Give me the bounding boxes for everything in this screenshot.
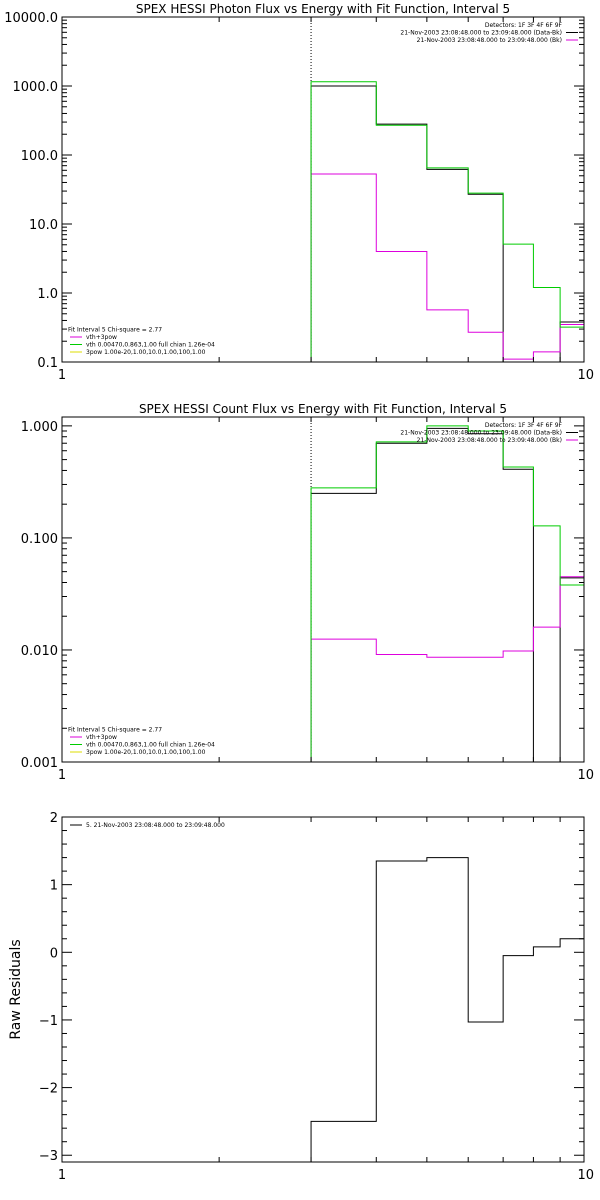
legend_bottom-entry: vth+3pow: [86, 334, 117, 341]
series-line-Bk: [310, 576, 584, 762]
legend_top-entry: 21-Nov-2003 23:08:48.000 to 23:09:48.000…: [417, 37, 562, 44]
chart-panel-2: SPEX HESSI Count Flux vs Energy with Fit…: [21, 402, 594, 783]
y-tick-label: 10000.0: [4, 11, 58, 26]
legend_top-entry: 21-Nov-2003 23:08:48.000 to 23:09:48.000…: [400, 430, 562, 437]
y-tick-label: 1.000: [21, 420, 58, 435]
series-line-Data-Bk: [310, 427, 584, 763]
x-tick-label: 10: [577, 768, 594, 783]
legend_top-entry: 5. 21-Nov-2003 23:08:48.000 to 23:09:48.…: [86, 822, 225, 829]
legend_bottom-entry: 3pow 1.00e-20,1.00,10.0,1.00,100,1.00: [86, 349, 206, 356]
y-tick-label: 1000.0: [13, 80, 59, 95]
series-line-vth+3pow: [310, 425, 584, 762]
series-line-Bk: [310, 173, 584, 362]
plot-frame: [61, 816, 585, 1163]
chart-title: SPEX HESSI Count Flux vs Energy with Fit…: [139, 402, 507, 416]
legend_bottom-entry: vth+3pow: [86, 734, 117, 741]
x-tick-label: 1: [58, 768, 66, 783]
legend_bottom-entry: Fit Interval 5 Chi-square = 2.77: [68, 327, 162, 334]
plot-frame: [61, 16, 585, 363]
legend_bottom-entry: 3pow 1.00e-20,1.00,10.0,1.00,100,1.00: [86, 749, 206, 756]
y-tick-label: 0.1: [37, 356, 58, 371]
x-tick-label: 1: [58, 368, 66, 383]
series-line-vth+3pow: [310, 81, 584, 362]
y-tick-label: −2: [39, 1082, 58, 1097]
legend_top-entry: Detectors: 1F 3F 4F 6F 9F: [485, 22, 563, 29]
y-tick-label: 1: [50, 879, 58, 894]
y-tick-label: −1: [39, 1014, 58, 1029]
y-tick-label: 1.0: [37, 287, 58, 302]
y-axis-label: Raw Residuals: [8, 939, 24, 1039]
legend_top-entry: Detectors: 1F 3F 4F 6F 9F: [485, 422, 563, 429]
x-tick-label: 10: [577, 1168, 594, 1183]
chart-panel-1: SPEX HESSI Photon Flux vs Energy with Fi…: [4, 2, 594, 383]
y-tick-label: 0.100: [21, 532, 58, 547]
y-tick-label: 100.0: [21, 149, 58, 164]
y-tick-label: 0.010: [21, 644, 58, 659]
x-tick-label: 1: [58, 1168, 66, 1183]
legend_top-entry: 21-Nov-2003 23:08:48.000 to 23:09:48.000…: [400, 30, 562, 37]
legend_bottom-entry: vth 0.00470,0.863,1.00 full chian 1.26e-…: [86, 342, 215, 349]
plot-frame: [61, 416, 585, 763]
series-line-5: [310, 857, 584, 1162]
y-tick-label: 0: [50, 946, 58, 961]
legend_top-entry: 21-Nov-2003 23:08:48.000 to 23:09:48.000…: [417, 437, 562, 444]
legend_bottom-entry: Fit Interval 5 Chi-square = 2.77: [68, 727, 162, 734]
x-tick-label: 10: [577, 368, 594, 383]
y-tick-label: 10.0: [29, 218, 58, 233]
series-line-Data-Bk: [310, 85, 584, 363]
y-tick-label: 0.001: [21, 756, 58, 771]
y-tick-label: 2: [50, 811, 58, 826]
chart-title: SPEX HESSI Photon Flux vs Energy with Fi…: [136, 2, 510, 16]
legend_bottom-entry: vth 0.00470,0.863,1.00 full chian 1.26e-…: [86, 742, 215, 749]
y-tick-label: −3: [39, 1149, 58, 1164]
